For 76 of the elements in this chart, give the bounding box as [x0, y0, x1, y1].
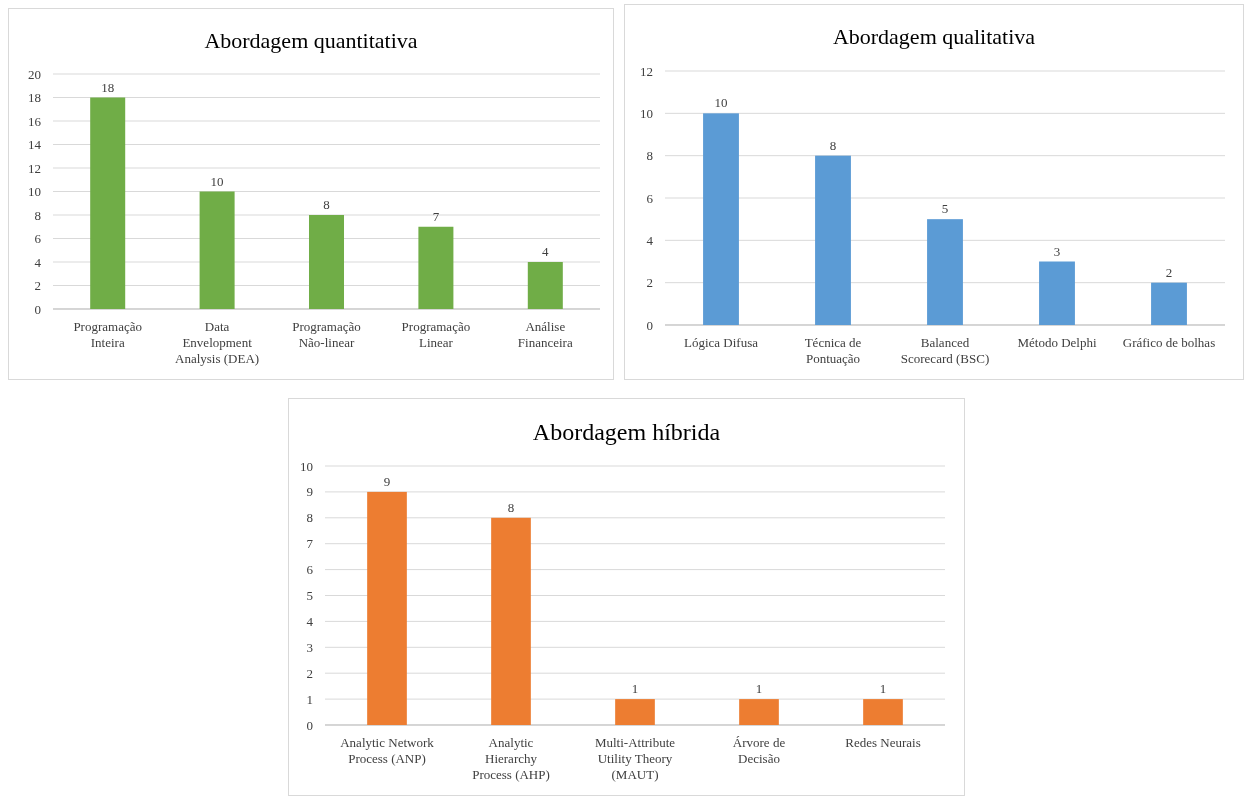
chart-title: Abordagem qualitativa — [832, 24, 1036, 49]
chart-title: Abordagem quantitativa — [204, 28, 418, 53]
data-label: 2 — [1165, 264, 1173, 280]
y-tick-label: 6 — [34, 231, 42, 247]
data-label: 18 — [101, 79, 115, 95]
bar — [703, 113, 739, 325]
x-tick-label: Programação Não-linear — [292, 319, 361, 350]
bar — [491, 517, 531, 725]
bar — [1039, 261, 1075, 325]
x-tick-label: Analytic Network Process (ANP) — [340, 735, 435, 766]
x-tick-label: Programação Inteira — [73, 319, 142, 350]
bar — [739, 699, 779, 725]
data-label: 8 — [829, 137, 837, 153]
data-label: 8 — [507, 499, 515, 515]
x-tick-label: Método Delphi — [1017, 335, 1097, 350]
y-tick-label: 8 — [34, 207, 41, 223]
y-tick-label: 4 — [306, 613, 314, 629]
x-tick-label: Balanced Scorecard (BSC) — [900, 335, 990, 366]
y-tick-label: 16 — [28, 113, 42, 129]
bar — [1151, 282, 1187, 325]
y-tick-label: 12 — [640, 63, 653, 79]
y-tick-label: 12 — [28, 160, 41, 176]
data-label: 10 — [210, 173, 224, 189]
y-tick-label: 0 — [646, 317, 653, 333]
y-tick-label: 1 — [306, 691, 313, 707]
y-tick-label: 6 — [306, 562, 314, 578]
bar — [367, 491, 407, 725]
x-tick-label: Redes Neurais — [845, 735, 921, 750]
data-label: 7 — [432, 208, 440, 224]
chart-title: Abordagem híbrida — [532, 419, 721, 445]
y-tick-label: 10 — [640, 105, 653, 121]
y-tick-label: 0 — [306, 717, 313, 733]
data-label: 8 — [323, 197, 330, 212]
x-tick-label: Árvore de Decisão — [732, 735, 786, 766]
bar — [863, 699, 903, 725]
y-tick-label: 8 — [646, 148, 653, 164]
y-tick-label: 3 — [306, 639, 313, 655]
x-tick-label: Gráfico de bolhas — [1122, 335, 1216, 350]
y-tick-label: 5 — [306, 588, 313, 604]
bar — [90, 97, 126, 309]
y-tick-label: 9 — [306, 484, 313, 500]
data-label: 1 — [879, 681, 887, 697]
data-label: 1 — [755, 681, 763, 697]
x-tick-label: Lógica Difusa — [683, 335, 759, 350]
y-tick-label: 2 — [646, 275, 653, 291]
y-tick-label: 8 — [306, 510, 313, 526]
bar — [815, 155, 851, 325]
y-tick-label: 0 — [34, 301, 41, 317]
y-tick-label: 10 — [300, 458, 313, 474]
data-label: 10 — [714, 95, 728, 111]
bar — [418, 226, 454, 309]
data-label: 9 — [383, 473, 391, 489]
y-tick-label: 2 — [34, 278, 41, 294]
x-tick-label: Programação Linear — [401, 319, 471, 350]
bar — [615, 699, 655, 725]
bar — [199, 191, 235, 309]
x-tick-label: Analytic Hierarchy Process (AHP) — [472, 735, 550, 782]
y-tick-label: 7 — [306, 536, 314, 552]
x-tick-label: Análise Financeira — [517, 319, 573, 350]
bar — [309, 215, 344, 309]
y-tick-label: 6 — [646, 190, 654, 206]
bar — [927, 219, 963, 325]
y-tick-label: 20 — [28, 66, 41, 82]
y-tick-label: 4 — [34, 254, 42, 270]
data-label: 4 — [542, 244, 550, 259]
x-tick-label: Data Envelopment Analysis (DEA) — [175, 319, 260, 366]
x-tick-label: Multi-Attribute Utility Theory (MAUT) — [594, 735, 676, 782]
bar — [527, 262, 563, 309]
y-tick-label: 4 — [646, 232, 654, 248]
y-tick-label: 14 — [28, 137, 42, 153]
y-tick-label: 2 — [306, 665, 313, 681]
data-label: 5 — [941, 201, 949, 217]
data-label: 3 — [1053, 243, 1061, 259]
y-tick-label: 18 — [28, 90, 41, 106]
y-tick-label: 10 — [28, 184, 41, 200]
x-tick-label: Técnica de Pontuação — [804, 335, 862, 366]
